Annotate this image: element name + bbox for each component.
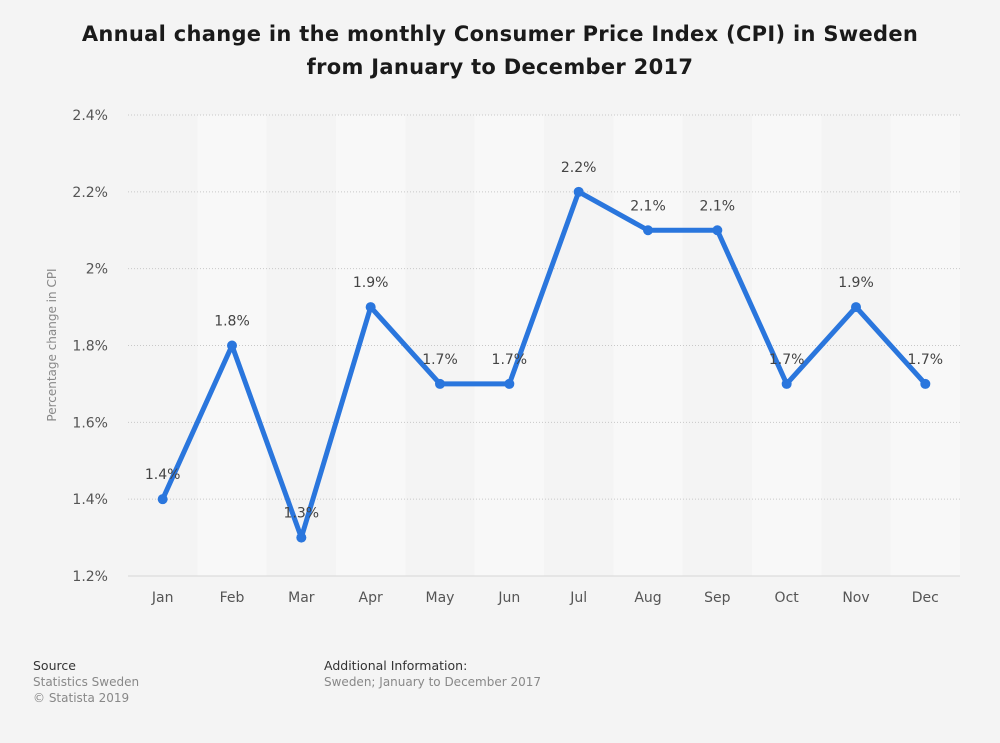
x-tick-label: Jun <box>497 590 520 606</box>
y-tick-label: 1.6% <box>72 415 108 431</box>
info-heading: Additional Information: <box>324 658 468 673</box>
data-point <box>851 302 861 313</box>
data-label: 1.7% <box>769 352 805 368</box>
x-tick-label: Apr <box>359 590 383 606</box>
data-point <box>920 378 931 389</box>
y-tick-label: 2% <box>86 262 108 278</box>
data-point <box>296 532 307 543</box>
data-label: 2.1% <box>630 198 666 214</box>
x-tick-label: May <box>426 590 455 606</box>
data-labels: 1.4% 1.8% 1.3% 1.9% 1.7% 1.7% 2.2% 2.1% 2.1% 1.7%… <box>145 160 943 522</box>
y-axis-label: Percentage change in CPI <box>45 268 59 421</box>
x-tick-label: Sep <box>704 590 731 606</box>
data-label: 1.7% <box>422 352 458 368</box>
chart-title-line-1: Annual change in the monthly Consumer Pr… <box>81 22 919 46</box>
x-tick-label: Dec <box>912 590 939 606</box>
x-tick-label: Nov <box>842 590 869 606</box>
x-tick-label: Jul <box>569 590 587 606</box>
y-tick-label: 2.4% <box>72 108 108 124</box>
copyright: © Statista 2019 <box>33 691 130 705</box>
footer-source: Source Statistics Sweden © Statista 2019 <box>33 658 139 706</box>
band-dec <box>890 115 960 576</box>
data-label: 2.2% <box>561 160 597 176</box>
data-label: 1.9% <box>838 275 874 291</box>
data-label: 2.1% <box>700 198 736 214</box>
chart-title: Annual change in the monthly Consumer Pr… <box>40 18 960 84</box>
series-line <box>160 189 928 541</box>
data-label: 1.4% <box>145 467 181 483</box>
data-point <box>781 378 792 389</box>
source-heading: Source <box>33 658 76 673</box>
series-cpi <box>157 186 931 543</box>
y-tick-label: 1.4% <box>72 492 108 508</box>
data-label: 1.7% <box>908 352 944 368</box>
data-point <box>573 186 584 197</box>
band-oct <box>752 115 822 576</box>
y-tick-label: 1.2% <box>72 569 108 585</box>
x-tick-label: Aug <box>634 590 661 606</box>
data-label: 1.8% <box>214 314 250 330</box>
band-apr <box>336 115 406 576</box>
data-point <box>365 302 376 313</box>
data-point <box>712 225 723 236</box>
data-point <box>504 378 515 389</box>
x-tick-label: Feb <box>220 590 245 606</box>
y-tick-label: 2.2% <box>72 185 108 201</box>
data-label: 1.9% <box>353 275 389 291</box>
line-chart: 1.2% 1.4% 1.6% 1.8% 2% 2.2% 2.4% Percentage ch… <box>45 108 960 606</box>
x-tick-label: Oct <box>775 590 800 606</box>
data-point <box>435 378 445 389</box>
x-axis-ticks: Jan Feb Mar Apr May Jun Jul Aug Sep Oct Nov Dec <box>151 590 939 606</box>
info-text: Sweden; January to December 2017 <box>324 675 542 689</box>
source-name: Statistics Sweden <box>33 675 140 689</box>
x-tick-label: Jan <box>151 590 174 606</box>
chart-title-line-2: from January to December 2017 <box>306 55 694 79</box>
data-label: 1.7% <box>492 352 528 368</box>
data-point <box>157 494 168 505</box>
data-point <box>227 340 237 351</box>
y-tick-label: 1.8% <box>72 339 108 355</box>
data-label: 1.3% <box>284 506 320 522</box>
data-point <box>643 225 653 236</box>
footer-additional-info: Additional Information: Sweden; January … <box>324 658 541 690</box>
y-axis-ticks: 1.2% 1.4% 1.6% 1.8% 2% 2.2% 2.4% <box>72 108 108 585</box>
x-tick-label: Mar <box>288 590 315 606</box>
